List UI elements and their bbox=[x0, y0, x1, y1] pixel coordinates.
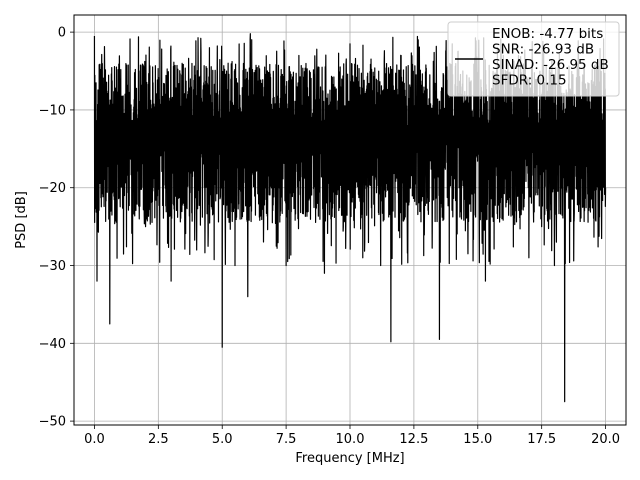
x-tick-label: 12.5 bbox=[399, 432, 428, 447]
x-tick-label: 20.0 bbox=[591, 432, 620, 447]
x-tick-label: 15.0 bbox=[463, 432, 492, 447]
y-tick-label: −30 bbox=[39, 259, 66, 274]
legend: ENOB: -4.77 bits SNR: -26.93 dB SINAD: -… bbox=[447, 21, 620, 97]
legend-entry-sinad: SINAD: -26.95 dB bbox=[492, 57, 609, 73]
x-tick-label: 17.5 bbox=[527, 432, 556, 447]
y-tick-label: −40 bbox=[39, 337, 66, 352]
y-tick-label: −20 bbox=[39, 181, 66, 196]
y-axis-label: PSD [dB] bbox=[14, 191, 29, 249]
x-tick-label: 2.5 bbox=[148, 432, 169, 447]
x-tick-label: 0.0 bbox=[84, 432, 105, 447]
series-psd bbox=[93, 33, 607, 403]
x-axis-label: Frequency [MHz] bbox=[295, 451, 404, 466]
y-tick-label: −10 bbox=[39, 103, 66, 118]
legend-entry-snr: SNR: -26.93 dB bbox=[492, 42, 594, 58]
axis-ticks: 0.0 2.5 5.0 7.5 10.0 12.5 15.0 17.5 20.0 0 −10 −20 −… bbox=[39, 26, 620, 447]
psd-series-line bbox=[93, 33, 607, 403]
y-tick-label: 0 bbox=[58, 26, 66, 41]
x-tick-label: 5.0 bbox=[212, 432, 233, 447]
y-tick-label: −50 bbox=[39, 415, 66, 430]
legend-entry-enob: ENOB: -4.77 bits bbox=[492, 26, 603, 42]
legend-entry-sfdr: SFDR: 0.15 bbox=[492, 73, 567, 89]
x-tick-label: 7.5 bbox=[276, 432, 297, 447]
legend-box bbox=[447, 21, 620, 97]
x-tick-label: 10.0 bbox=[336, 432, 365, 447]
